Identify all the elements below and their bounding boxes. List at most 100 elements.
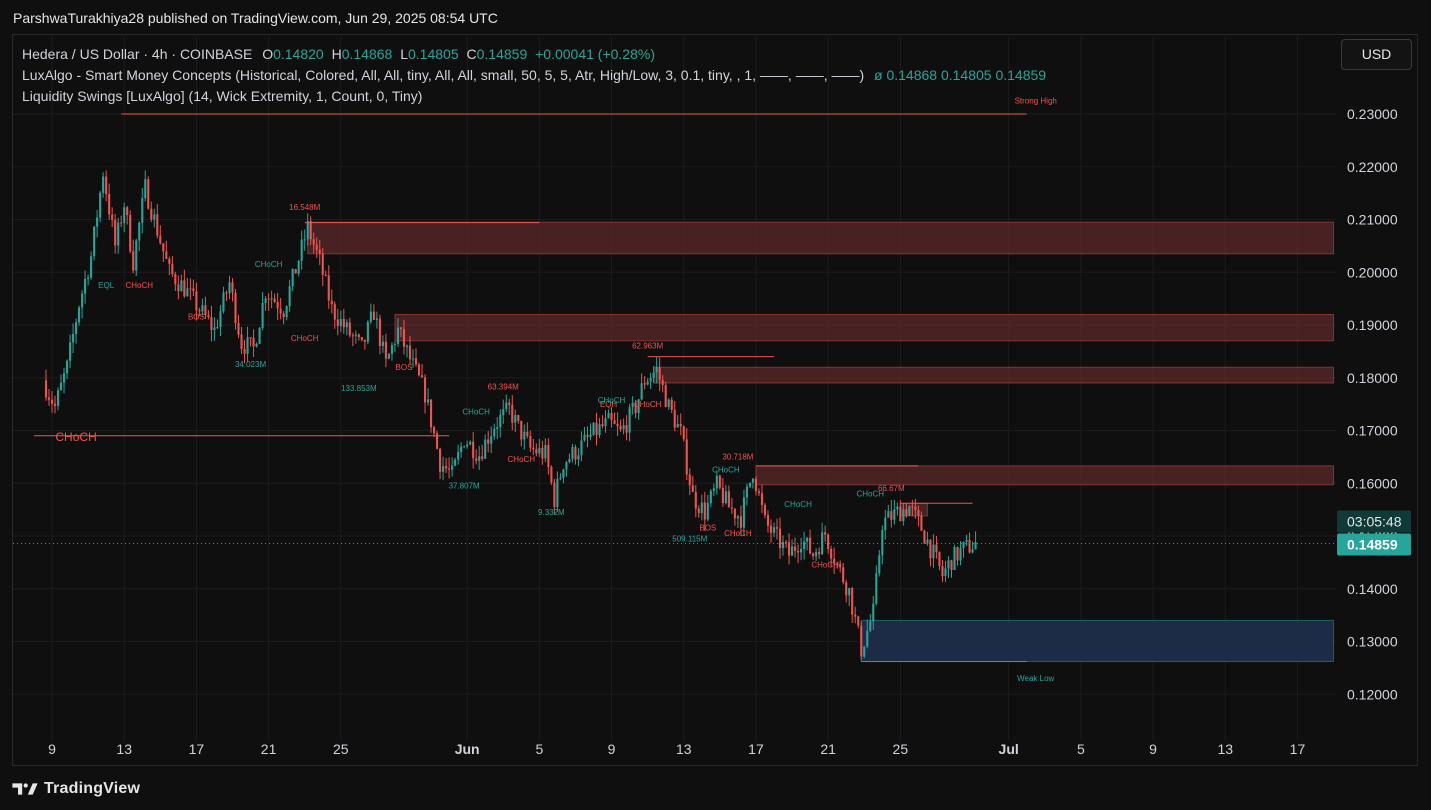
y-tick-label: 0.17000 <box>1347 423 1398 439</box>
y-tick-label: 0.13000 <box>1347 634 1398 650</box>
candle-body <box>342 318 345 328</box>
candle-body <box>436 433 439 449</box>
candle-body <box>363 339 366 342</box>
legend-symbol-row[interactable]: Hedera / US Dollar · 4h · COINBASE O0.14… <box>22 44 1046 65</box>
candle-body <box>62 373 66 383</box>
x-tick-label: 5 <box>1077 741 1085 757</box>
candle-body <box>517 415 520 421</box>
candle-body <box>830 548 833 559</box>
candle-body <box>234 292 237 324</box>
candle-body <box>577 455 580 460</box>
legend-indicator-liquidity[interactable]: Liquidity Swings [LuxAlgo] (14, Wick Ext… <box>22 86 1046 107</box>
supply-zone <box>755 465 1335 486</box>
candle-body <box>553 482 556 508</box>
candle-body <box>59 382 63 391</box>
candle-body <box>273 298 276 303</box>
smc-label: CHoCH <box>856 489 884 498</box>
y-tick-label: 0.21000 <box>1347 212 1398 228</box>
low-value: 0.14805 <box>408 46 459 62</box>
candle-body <box>827 534 830 549</box>
candle-body <box>321 253 324 275</box>
candle-body <box>658 367 661 380</box>
x-tick-label: 13 <box>116 741 132 757</box>
candle-body <box>56 390 60 406</box>
candle-body <box>426 399 430 403</box>
candle-body <box>472 441 475 459</box>
candle-body <box>863 646 866 657</box>
candle-body <box>781 542 785 549</box>
chart-legend: Hedera / US Dollar · 4h · COINBASE O0.14… <box>22 44 1046 107</box>
candle-body <box>535 449 538 454</box>
candle-body <box>763 505 767 516</box>
candle-body <box>448 468 451 470</box>
candle-body <box>649 377 652 382</box>
candle-body <box>496 427 499 430</box>
smc-label: CHoCH <box>634 400 662 409</box>
candle-body <box>108 194 111 215</box>
price-axis[interactable]: 0.23000 0.22000 0.21000 0.20000 0.19000 0.180… <box>1347 106 1398 702</box>
currency-button[interactable]: USD <box>1341 39 1412 70</box>
indicator-smc-title[interactable]: LuxAlgo - Smart Money Concepts (Historic… <box>22 67 865 83</box>
candle-body <box>231 282 234 293</box>
candle-body <box>757 491 761 494</box>
legend-indicator-smc[interactable]: LuxAlgo - Smart Money Concepts (Historic… <box>22 65 1046 86</box>
x-tick-label: 13 <box>1217 741 1233 757</box>
candle-body <box>968 539 971 553</box>
x-tick-label: 21 <box>261 741 277 757</box>
candle-body <box>312 239 315 245</box>
candle-body <box>682 426 685 440</box>
candle-body <box>730 507 733 509</box>
tradingview-footer[interactable]: TradingView <box>12 777 140 801</box>
smc-label: EQL <box>98 281 115 290</box>
x-tick-label: 9 <box>608 741 616 757</box>
smc-label: EQH <box>600 400 618 409</box>
candle-body <box>721 487 724 504</box>
candle-body <box>784 542 788 544</box>
indicator-liquidity-title[interactable]: Liquidity Swings [LuxAlgo] (14, Wick Ext… <box>22 88 423 104</box>
symbol-name[interactable]: Hedera / US Dollar · 4h · COINBASE <box>22 46 253 62</box>
candle-body <box>255 344 258 347</box>
x-tick-label: 17 <box>1290 741 1306 757</box>
candle-body <box>171 263 174 275</box>
candle-body <box>718 475 721 488</box>
candle-body <box>962 541 965 549</box>
supply-zone <box>394 313 1335 342</box>
candle-body <box>44 380 48 398</box>
candle-body <box>499 415 502 428</box>
candle-body <box>219 311 222 328</box>
candle-body <box>490 436 493 444</box>
candle-body <box>592 422 595 435</box>
candle-body <box>571 447 574 459</box>
indicator-smc-values: ø 0.14868 0.14805 0.14859 <box>874 67 1047 83</box>
candle-body <box>345 322 348 328</box>
candle-body <box>920 515 923 531</box>
candle-body <box>454 459 457 466</box>
x-tick-label: 5 <box>535 741 543 757</box>
countdown-tag <box>1337 510 1411 533</box>
candle-body <box>556 478 559 508</box>
candle-body <box>183 280 186 297</box>
candle-body <box>815 551 818 557</box>
candle-body <box>790 546 794 556</box>
candle-body <box>694 492 697 509</box>
candle-body <box>429 399 433 428</box>
x-tick-label: 25 <box>333 741 349 757</box>
candle-body <box>727 491 730 508</box>
candle-body <box>616 423 619 427</box>
x-tick-label: 17 <box>748 741 764 757</box>
smc-label: Weak Low <box>1017 674 1054 683</box>
candle-body <box>923 530 926 544</box>
candle-body <box>932 544 935 559</box>
candle-body <box>911 506 914 508</box>
candle-body <box>676 423 679 428</box>
candle-body <box>135 240 138 271</box>
candle-body <box>523 431 526 440</box>
smc-label: 66.67M <box>878 484 905 493</box>
candle-body <box>78 307 81 323</box>
candle-body <box>168 258 171 264</box>
candle-body <box>439 448 442 472</box>
time-axis[interactable]: 9 13 17 21 25 Jun 5 9 13 17 21 25 Jul 5 9 13 17 <box>48 741 1305 757</box>
candle-body <box>878 555 881 574</box>
candle-body <box>917 509 920 516</box>
